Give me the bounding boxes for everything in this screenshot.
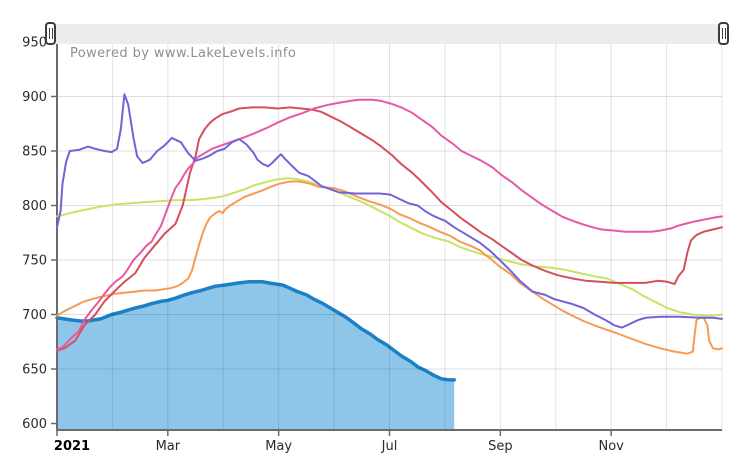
scrollbar-right-handle[interactable] (718, 22, 729, 45)
y-tick-label: 850 (22, 145, 47, 160)
x-tick-label: Mar (156, 439, 181, 454)
series-pink-line (56, 98, 723, 351)
series-red-line (56, 106, 723, 352)
x-tick-label: Jul (381, 439, 398, 454)
drag-handle-icon (48, 28, 53, 39)
series-purple-line (56, 93, 723, 329)
area-series (55, 280, 456, 430)
y-tick-label: 700 (22, 308, 47, 323)
y-tick-label: 800 (22, 199, 47, 214)
timeline-scrollbar[interactable] (45, 22, 729, 45)
y-tick-label: 900 (22, 90, 47, 105)
line-series (56, 93, 723, 355)
series-yellow-green-line (56, 177, 723, 317)
y-tick-label: 750 (22, 254, 47, 269)
x-tick-label: 2021 (54, 439, 90, 454)
y-tick-label: 600 (22, 417, 47, 432)
drag-handle-icon (721, 28, 726, 39)
y-tick-label: 950 (22, 36, 47, 51)
axes (51, 33, 722, 436)
x-tick-label: Nov (598, 439, 624, 454)
gridlines (57, 33, 723, 430)
y-tick-label: 650 (22, 363, 47, 378)
series-blue-area-edge (55, 280, 456, 382)
x-tick-label: Sep (488, 439, 513, 454)
tick-labels: 600 650 700 750 800 850 900 950 2021 Mar May Jul Sep… (22, 36, 624, 455)
scrollbar-left-handle[interactable] (45, 22, 56, 45)
series-blue-area-fill (57, 281, 455, 430)
watermark: Powered by www.LakeLevels.info (70, 46, 297, 61)
series-orange-line (56, 180, 723, 355)
x-tick-label: May (265, 439, 292, 454)
